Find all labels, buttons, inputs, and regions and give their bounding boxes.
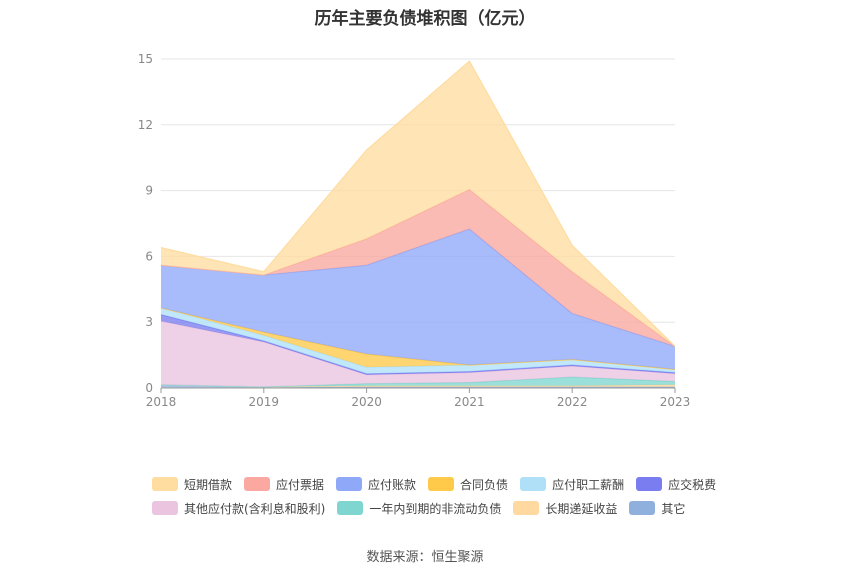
legend-item-taxes-payable[interactable]: 应交税费 <box>636 476 716 493</box>
legend-label: 应付职工薪酬 <box>552 477 625 492</box>
legend-swatch <box>520 477 547 491</box>
area-series <box>161 321 675 387</box>
legend-label: 应付票据 <box>276 477 325 492</box>
area-series <box>161 228 675 370</box>
legend-swatch <box>152 477 178 491</box>
legend-item-contract-liabilities[interactable]: 合同负债 <box>428 476 508 493</box>
series-line <box>160 60 676 347</box>
x-tick-label: 2021 <box>454 395 485 409</box>
y-tick-label: 6 <box>145 249 153 263</box>
x-tick-label: 2023 <box>660 395 691 409</box>
legend-swatch <box>513 501 540 515</box>
legend-item-current-noncurrent-liabilities[interactable]: 一年内到期的非流动负债 <box>337 500 501 517</box>
legend-row-2: 其他应付款(含利息和股利) 一年内到期的非流动负债 长期递延收益 其它 <box>152 496 712 520</box>
legend-item-deferred-income[interactable]: 长期递延收益 <box>513 500 617 517</box>
legend-item-other-payables[interactable]: 其他应付款(含利息和股利) <box>152 500 325 517</box>
y-tick-label: 3 <box>145 315 153 329</box>
legend-item-payroll-payable[interactable]: 应付职工薪酬 <box>520 476 624 493</box>
area-series <box>161 61 675 347</box>
legend-swatch <box>152 501 178 515</box>
legend-swatch <box>629 501 656 515</box>
legend-label: 其它 <box>661 501 686 516</box>
legend-label: 合同负债 <box>460 477 509 492</box>
x-tick-label: 2018 <box>146 395 177 409</box>
area-series <box>161 307 675 374</box>
legend-label: 应付账款 <box>368 477 417 492</box>
legend-item-notes-payable[interactable]: 应付票据 <box>244 476 324 493</box>
legend-label: 一年内到期的非流动负债 <box>369 501 502 516</box>
area-series <box>161 377 675 387</box>
legend-item-others[interactable]: 其它 <box>629 500 685 517</box>
x-tick-label: 2020 <box>351 395 382 409</box>
data-source: 数据来源：恒生聚源 <box>366 550 484 565</box>
x-tick-label: 2022 <box>557 395 588 409</box>
y-tick-label: 9 <box>145 184 153 198</box>
legend-row-1: 短期借款 应付票据 应付账款 合同负债 应付职工薪酬 应交税费 <box>152 472 716 496</box>
legend-label: 应交税费 <box>668 477 717 492</box>
legend-item-short-term-loans[interactable]: 短期借款 <box>152 476 232 493</box>
area-series <box>161 189 675 347</box>
legend-item-accounts-payable[interactable]: 应付账款 <box>336 476 416 493</box>
legend-swatch <box>428 477 455 491</box>
legend-swatch <box>244 477 271 491</box>
legend-label: 长期递延收益 <box>545 501 618 516</box>
y-tick-label: 12 <box>138 118 153 132</box>
y-tick-label: 15 <box>138 52 153 66</box>
legend-swatch <box>337 501 364 515</box>
legend-swatch <box>336 477 363 491</box>
legend-label: 其他应付款(含利息和股利) <box>184 501 326 516</box>
chart-title: 历年主要负债堆积图（亿元） <box>314 9 536 29</box>
x-tick-label: 2019 <box>249 395 280 409</box>
legend: 短期借款 应付票据 应付账款 合同负债 应付职工薪酬 应交税费 其他应付款(含利… <box>152 472 716 520</box>
legend-label: 短期借款 <box>184 477 233 492</box>
y-tick-label: 0 <box>145 381 153 395</box>
legend-swatch <box>636 477 663 491</box>
